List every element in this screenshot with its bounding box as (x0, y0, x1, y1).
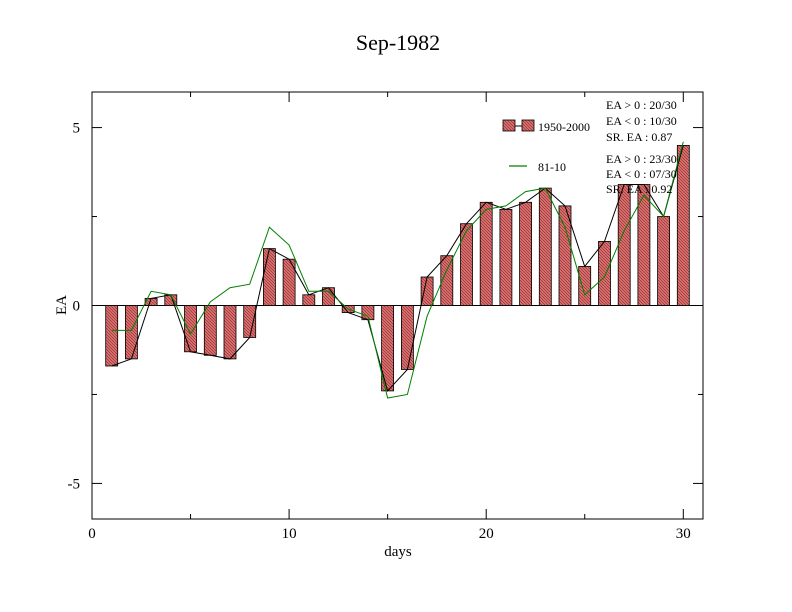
bar-day-5 (184, 305, 197, 353)
bar-day-30 (676, 144, 690, 306)
bar-day-16 (400, 305, 414, 370)
x-axis-label: days (384, 544, 412, 560)
stat-g1-sr: SR. EA : 0.87 (606, 130, 672, 144)
bar-day-23 (538, 187, 552, 306)
bar-day-8 (243, 305, 257, 338)
legend-label-bars: 1950-2000 (538, 120, 590, 134)
bar-day-11 (302, 294, 316, 306)
x-tick-label: 10 (282, 526, 297, 542)
legend-swatch-bars-2 (521, 119, 535, 132)
bar-day-29 (657, 216, 670, 306)
chart-title: Sep-1982 (356, 30, 440, 55)
y-tick-label: 5 (73, 121, 81, 137)
y-tick-label: -5 (68, 476, 81, 492)
bar-day-21 (499, 208, 513, 306)
series-line-1 (111, 145, 684, 392)
bar-day-26 (598, 240, 611, 306)
bar-day-12 (322, 287, 335, 306)
stat-g2-neg: EA < 0 : 07/30 (606, 167, 677, 181)
bar-day-1 (105, 305, 119, 367)
stat-g2-pos: EA > 0 : 23/30 (606, 152, 677, 166)
bar-day-22 (519, 201, 532, 306)
lines-layer (111, 141, 684, 399)
bar-day-24 (558, 205, 572, 306)
x-tick-label: 30 (676, 526, 691, 542)
ticks-layer: 0 10 20 30 -5 0 5 (68, 92, 703, 542)
bar-day-2 (125, 305, 138, 360)
bar-day-9 (262, 248, 276, 306)
bar-day-20 (479, 201, 493, 306)
bar-day-7 (223, 305, 237, 360)
legend: 1950-2000 81-10 (502, 119, 590, 174)
x-tick-label: 0 (88, 526, 96, 542)
y-tick-label: 0 (73, 299, 81, 315)
y-axis-label: EA (54, 295, 70, 315)
bar-day-27 (617, 184, 631, 306)
series-line-2 (111, 141, 684, 399)
stats-annotations: EA > 0 : 20/30 EA < 0 : 10/30 SR. EA : 0… (606, 98, 677, 196)
bar-day-19 (460, 223, 473, 306)
stat-g2-sr: SR. EA : 0.92 (606, 182, 672, 196)
bars-layer (105, 144, 690, 392)
legend-swatch-bars (502, 119, 516, 132)
legend-label-line: 81-10 (538, 160, 566, 174)
bar-day-25 (578, 265, 592, 306)
stat-g1-neg: EA < 0 : 10/30 (606, 114, 677, 128)
stat-g1-pos: EA > 0 : 20/30 (606, 98, 677, 112)
bar-day-17 (420, 276, 434, 306)
bar-day-6 (203, 305, 217, 356)
bar-day-15 (381, 305, 395, 392)
x-tick-label: 20 (479, 526, 494, 542)
